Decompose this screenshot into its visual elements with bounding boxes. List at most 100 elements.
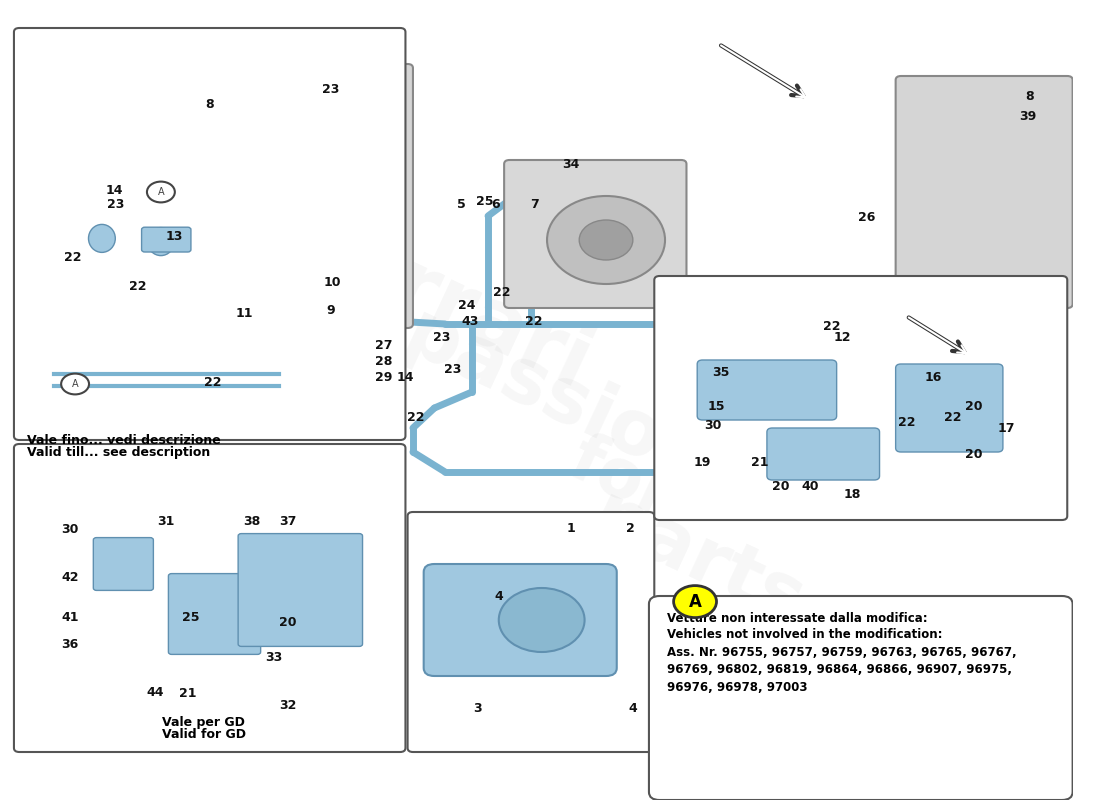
FancyBboxPatch shape: [767, 428, 880, 480]
Circle shape: [498, 588, 584, 652]
Text: 13: 13: [165, 230, 183, 243]
Circle shape: [673, 586, 716, 618]
Text: 35: 35: [712, 366, 729, 378]
Text: 24: 24: [458, 299, 475, 312]
Text: 22: 22: [64, 251, 81, 264]
Text: 22: 22: [944, 411, 961, 424]
Text: 21: 21: [179, 687, 197, 700]
FancyBboxPatch shape: [895, 76, 1072, 308]
Text: 20: 20: [772, 480, 790, 493]
Text: 33: 33: [265, 651, 282, 664]
Circle shape: [580, 220, 632, 260]
Text: 2: 2: [626, 522, 635, 534]
Text: 4: 4: [494, 590, 503, 602]
Text: Valid till... see description: Valid till... see description: [26, 446, 210, 459]
Text: Vale fino... vedi descrizione: Vale fino... vedi descrizione: [26, 434, 221, 447]
Circle shape: [147, 182, 175, 202]
Text: 4: 4: [628, 702, 637, 714]
Text: ferrari: ferrari: [297, 204, 604, 404]
Text: 41: 41: [60, 611, 78, 624]
Text: A: A: [157, 187, 164, 197]
Text: 18: 18: [844, 488, 861, 501]
FancyBboxPatch shape: [649, 596, 1072, 800]
Text: 16: 16: [924, 371, 942, 384]
Text: 43: 43: [461, 315, 478, 328]
Text: A: A: [72, 379, 78, 389]
FancyBboxPatch shape: [424, 564, 617, 676]
Circle shape: [547, 196, 666, 284]
Text: 14: 14: [106, 184, 123, 197]
Circle shape: [62, 374, 89, 394]
Text: 15: 15: [707, 400, 725, 413]
Text: 25: 25: [476, 195, 494, 208]
FancyBboxPatch shape: [14, 444, 406, 752]
Text: for: for: [560, 427, 685, 533]
Text: 9: 9: [326, 304, 334, 317]
FancyBboxPatch shape: [142, 227, 191, 252]
FancyBboxPatch shape: [14, 28, 406, 440]
FancyBboxPatch shape: [94, 538, 153, 590]
Text: passion: passion: [393, 297, 723, 503]
Text: 20: 20: [965, 400, 982, 413]
Text: 6: 6: [492, 198, 499, 210]
Text: 7: 7: [530, 198, 539, 210]
FancyBboxPatch shape: [168, 574, 261, 654]
Text: 10: 10: [323, 276, 341, 289]
Text: 21: 21: [750, 456, 768, 469]
Text: 32: 32: [278, 699, 296, 712]
Text: 1: 1: [566, 522, 575, 534]
Text: A: A: [689, 593, 702, 610]
Text: 23: 23: [433, 331, 451, 344]
FancyBboxPatch shape: [504, 160, 686, 308]
FancyBboxPatch shape: [895, 364, 1003, 452]
Text: Valid for GD: Valid for GD: [162, 728, 245, 741]
Ellipse shape: [88, 225, 116, 253]
Text: 22: 22: [526, 315, 543, 328]
Text: 31: 31: [157, 515, 175, 528]
Text: 30: 30: [705, 419, 722, 432]
Text: 23: 23: [107, 198, 124, 210]
Text: Vetture non interessate dalla modifica:: Vetture non interessate dalla modifica:: [668, 612, 927, 625]
Text: 17: 17: [998, 422, 1015, 434]
Text: 23: 23: [321, 83, 339, 96]
Text: 22: 22: [493, 286, 510, 298]
Text: 3: 3: [473, 702, 482, 714]
Text: 20: 20: [965, 448, 982, 461]
FancyBboxPatch shape: [220, 64, 412, 328]
Text: 44: 44: [146, 686, 164, 698]
Text: 40: 40: [801, 480, 818, 493]
FancyBboxPatch shape: [238, 534, 363, 646]
FancyBboxPatch shape: [408, 512, 654, 752]
Text: 11: 11: [235, 307, 253, 320]
Text: 39: 39: [1019, 110, 1036, 122]
Text: 36: 36: [62, 638, 78, 650]
Text: 42: 42: [60, 571, 78, 584]
Text: 38: 38: [243, 515, 261, 528]
Text: 30: 30: [60, 523, 78, 536]
Text: 27: 27: [375, 339, 393, 352]
Text: 19: 19: [694, 456, 712, 469]
Text: 5: 5: [456, 198, 465, 210]
Text: 96769, 96802, 96819, 96864, 96866, 96907, 96975,: 96769, 96802, 96819, 96864, 96866, 96907…: [668, 663, 1012, 676]
Text: 22: 22: [898, 416, 915, 429]
Text: Ass. Nr. 96755, 96757, 96759, 96763, 96765, 96767,: Ass. Nr. 96755, 96757, 96759, 96763, 967…: [668, 646, 1016, 658]
Text: 12: 12: [834, 331, 850, 344]
FancyBboxPatch shape: [654, 276, 1067, 520]
Text: 14: 14: [397, 371, 415, 384]
Ellipse shape: [147, 227, 174, 256]
Text: 96976, 96978, 97003: 96976, 96978, 97003: [668, 681, 807, 694]
Text: 8: 8: [205, 98, 213, 110]
Text: Vale per GD: Vale per GD: [163, 716, 245, 729]
Text: 29: 29: [375, 371, 393, 384]
Text: 26: 26: [858, 211, 876, 224]
Text: 8: 8: [1025, 90, 1034, 102]
Text: 22: 22: [129, 280, 146, 293]
Text: Vehicles not involved in the modification:: Vehicles not involved in the modificatio…: [668, 628, 943, 641]
Text: 25: 25: [183, 611, 200, 624]
Text: 37: 37: [278, 515, 296, 528]
Text: 28: 28: [375, 355, 393, 368]
Text: 22: 22: [823, 320, 840, 333]
Text: 22: 22: [407, 411, 425, 424]
Text: 20: 20: [278, 616, 296, 629]
FancyBboxPatch shape: [697, 360, 837, 420]
